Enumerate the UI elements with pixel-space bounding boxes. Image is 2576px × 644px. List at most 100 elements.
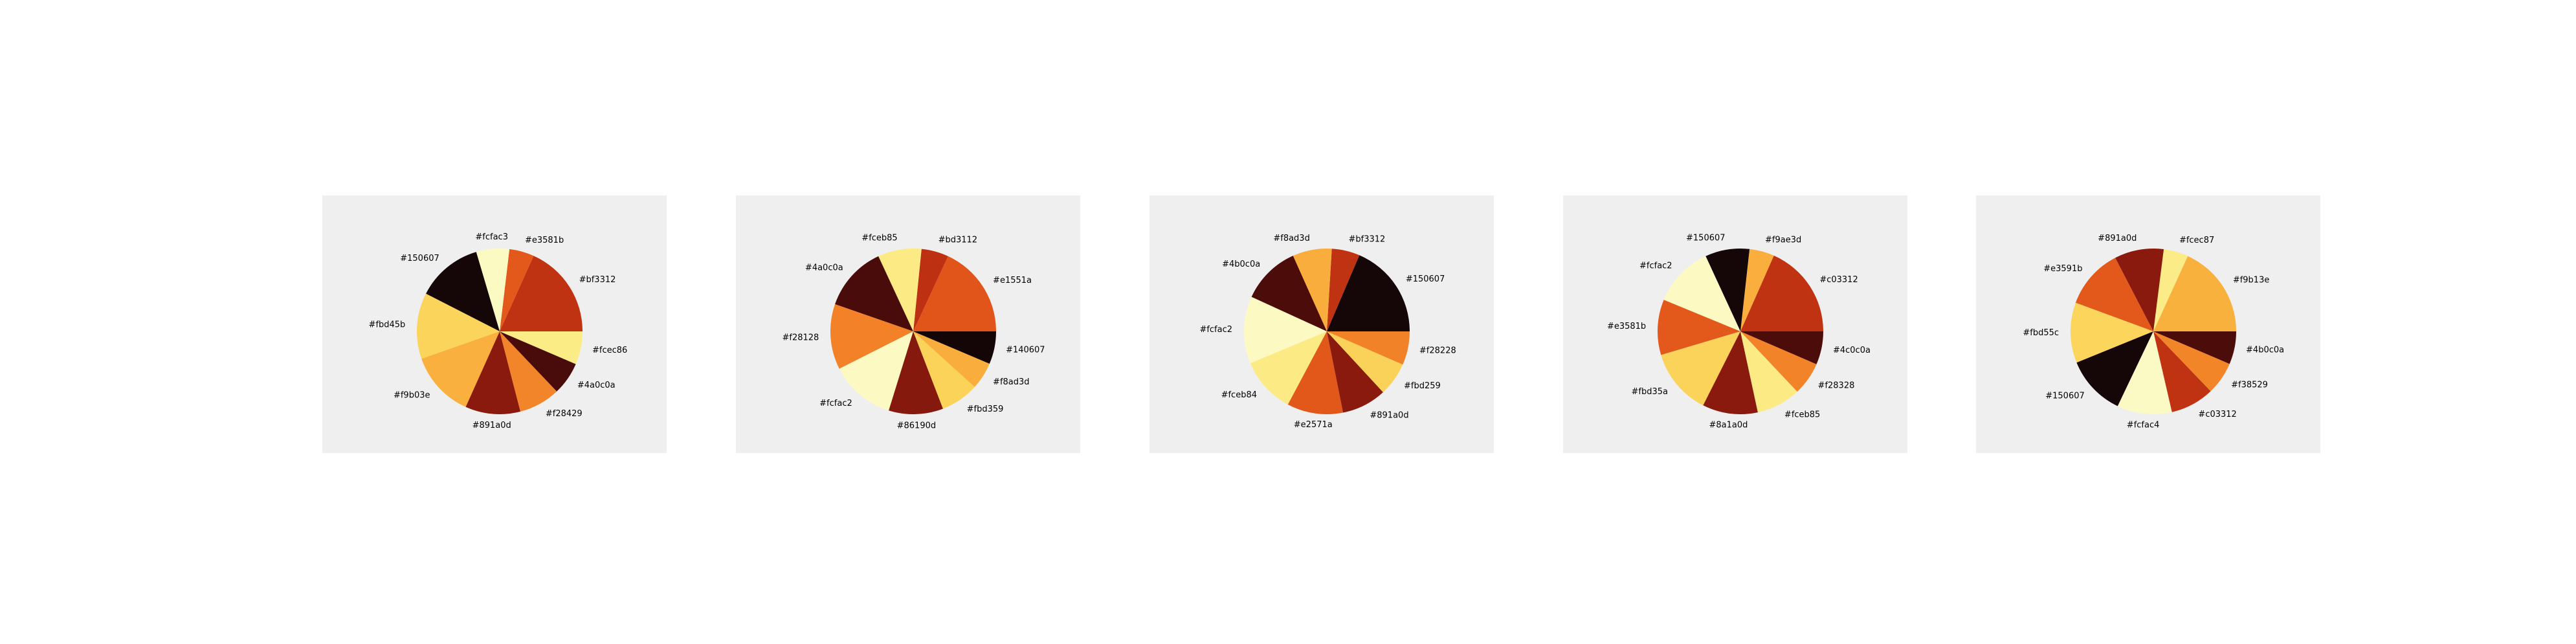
pie-slice-label: #e1551a <box>993 276 1032 285</box>
pie-slice-label: #4b0c0a <box>1222 260 1260 269</box>
pie-slice <box>2115 248 2164 331</box>
pie-slice <box>1287 331 1344 414</box>
pie-slice-label: #fceb84 <box>1221 390 1257 400</box>
pie-slice <box>416 293 500 359</box>
pie-slice-label: #8a1a0d <box>1709 420 1748 430</box>
pie-slice <box>1740 249 1774 331</box>
pie-slice <box>2070 302 2153 363</box>
pie-slice <box>2153 249 2188 331</box>
pie-slice <box>1658 300 1740 355</box>
pie-slice <box>913 331 996 364</box>
pie-slice <box>500 256 583 331</box>
pie-chart-panel-5: #f9b13e #fcec87 #891a0d #e3591b #fbd55c #1506… <box>1976 195 2320 453</box>
pie-slice-label: #4b0c0a <box>2246 346 2284 355</box>
pie-slice-label: #150607 <box>1406 274 1445 284</box>
pie-slice-label: #150607 <box>400 254 439 263</box>
pie-slice <box>1740 331 1797 413</box>
pie-chart-panel-1: #bf3312 #e3581b #fcfac3 #150607 #fbd45b #f9b0… <box>322 195 667 453</box>
pie-slice-label: #891a0d <box>2098 234 2137 243</box>
pie-slice <box>1293 248 1332 331</box>
pie-slice-label: #f9ae3d <box>1765 236 1801 245</box>
pie-slice-label: #fcfac4 <box>2127 421 2160 430</box>
pie-slice <box>2117 331 2172 414</box>
pie-slice-label: #891a0d <box>1370 411 1408 421</box>
pie-slice <box>839 331 913 411</box>
pie-slice <box>2153 331 2236 364</box>
pie-slice <box>1705 249 1750 331</box>
pie-slice-label: #4a0c0a <box>805 263 843 273</box>
pie-slice <box>1740 331 1817 392</box>
pie-slice <box>426 252 500 331</box>
pie-slice <box>1327 249 1360 331</box>
pie-slice-label: #f28328 <box>1818 381 1855 390</box>
pie-slice-label: #f9b03e <box>394 390 430 400</box>
pie-slice-label: #fbd55c <box>2023 328 2059 338</box>
pie-slice-label: #fcfac2 <box>819 399 852 408</box>
pie-slice <box>889 331 943 414</box>
pie-slice <box>1663 256 1740 331</box>
pie-slice <box>1251 256 1327 331</box>
pie-slice <box>2153 256 2236 331</box>
pie-slice <box>1250 331 1327 405</box>
pie-slice <box>421 331 500 407</box>
pie-slice <box>1327 331 1383 413</box>
pie-slice <box>830 304 913 369</box>
pie-slice <box>2076 331 2153 406</box>
pie-chart-panel-2: #e1551a #bd3112 #fceb85 #4a0c0a #f28128 #fcfa… <box>736 195 1080 453</box>
pie-slice-label: #bd3112 <box>938 236 977 245</box>
pie-slice <box>500 331 583 364</box>
pie-slice <box>913 331 975 409</box>
pie-slice <box>1740 255 1823 331</box>
pie-slice-label: #f9b13e <box>2233 276 2270 285</box>
pie-slice-label: #fcec87 <box>2179 236 2214 245</box>
pie-chart-3: #150607 #bf3312 #f8ad3d #4b0c0a #fcfac2 #fceb… <box>1199 234 1456 430</box>
pie-slice <box>913 249 948 331</box>
pie-slice-label: #fbd45b <box>369 320 406 330</box>
pie-slice-label: #e3581b <box>525 236 564 245</box>
pie-chart-panel-4: #c03312 #f9ae3d #150607 #fcfac2 #e3581b #fbd3… <box>1563 195 1907 453</box>
pie-slice-label: #f8ad3d <box>993 377 1029 387</box>
pie-slice <box>2153 331 2211 412</box>
pie-slice-label: #f8ad3d <box>1273 234 1309 243</box>
pie-slice-label: #891a0d <box>472 421 511 430</box>
pie-chart-2: #e1551a #bd3112 #fceb85 #4a0c0a #f28128 #fcfa… <box>783 234 1045 431</box>
pie-slice <box>2075 258 2153 331</box>
pie-slice <box>1244 296 1327 364</box>
pie-slice-label: #fbd359 <box>967 405 1004 414</box>
pie-slice <box>500 331 557 412</box>
pie-slice-label: #e3581b <box>1607 322 1646 331</box>
pie-slice-label: #c03312 <box>1819 275 1858 285</box>
pie-slice-label: #e2571a <box>1294 420 1333 430</box>
pie-slice <box>500 331 576 392</box>
pie-slice-label: #fcfac2 <box>1639 261 1672 271</box>
pie-slice-label: #f28228 <box>1419 346 1456 355</box>
pie-slice-label: #fcfac2 <box>1199 325 1232 335</box>
pie-slice <box>1661 331 1740 406</box>
pie-slice-label: #f28429 <box>546 409 583 419</box>
pie-slice <box>1703 331 1758 415</box>
pie-slice-label: #150607 <box>2045 392 2085 401</box>
pie-slice <box>913 256 996 331</box>
pie-slice <box>500 249 534 331</box>
pie-slice-label: #fbd35a <box>1631 387 1667 397</box>
pie-slice <box>465 331 521 414</box>
pie-slice <box>476 248 510 331</box>
pie-chart-1: #bf3312 #e3581b #fcfac3 #150607 #fbd45b #f9b0… <box>369 232 628 430</box>
pie-chart-4: #c03312 #f9ae3d #150607 #fcfac2 #e3581b #fbd3… <box>1607 233 1871 430</box>
pie-slice-label: #4a0c0a <box>577 381 616 390</box>
pie-chart-panel-3: #150607 #bf3312 #f8ad3d #4b0c0a #fcfac2 #fceb… <box>1149 195 1494 453</box>
pie-slice <box>2153 331 2230 392</box>
pie-chart-5: #f9b13e #fcec87 #891a0d #e3591b #fbd55c #1506… <box>2023 234 2284 430</box>
pie-slice-label: #f38529 <box>2231 381 2268 390</box>
pie-slice <box>835 256 913 331</box>
pie-slice-label: #fcfac3 <box>475 232 508 242</box>
pie-slice <box>913 331 990 387</box>
pie-slice-label: #150607 <box>1686 233 1726 243</box>
pie-slice <box>1327 331 1410 365</box>
pie-slice <box>1740 331 1823 364</box>
pie-slice-label: #bf3312 <box>1349 234 1386 244</box>
pie-slice <box>1327 331 1403 392</box>
pie-slice-label: #140607 <box>1006 346 1045 355</box>
pie-slice-label: #f28128 <box>783 333 819 342</box>
pie-slice-label: #fceb85 <box>861 234 897 243</box>
